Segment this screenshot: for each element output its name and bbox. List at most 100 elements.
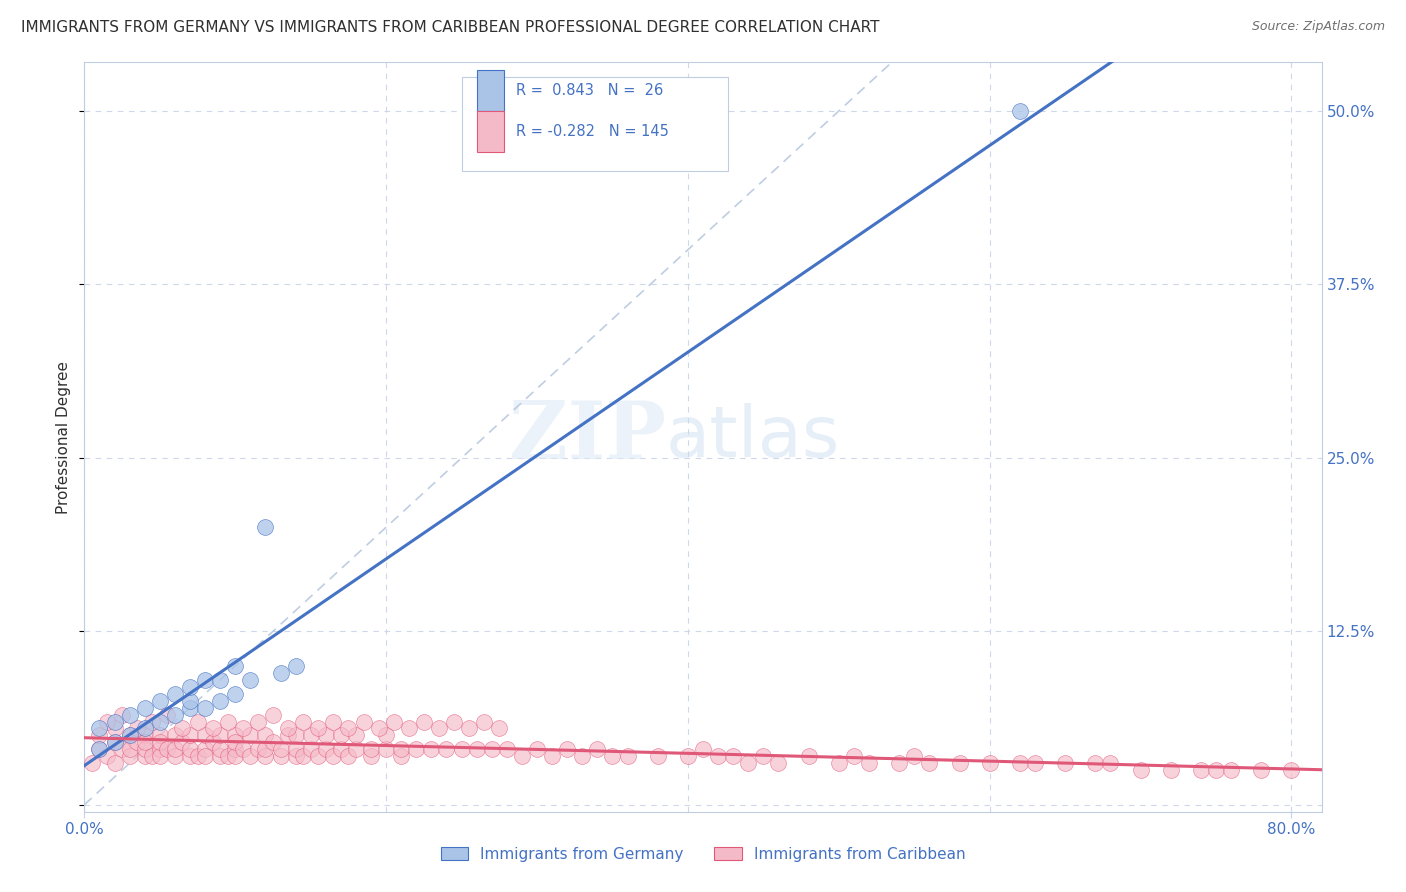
Point	[134, 728, 156, 742]
Point	[194, 742, 217, 756]
Point	[427, 722, 450, 736]
Point	[103, 735, 125, 749]
Point	[299, 728, 322, 742]
Point	[111, 707, 134, 722]
Point	[224, 742, 246, 756]
Point	[367, 722, 389, 736]
Point	[752, 749, 775, 764]
Point	[141, 749, 163, 764]
Point	[163, 707, 186, 722]
Point	[375, 742, 398, 756]
Point	[360, 742, 382, 756]
Point	[194, 700, 217, 714]
Point	[889, 756, 911, 771]
Point	[1220, 763, 1243, 777]
Legend: Immigrants from Germany, Immigrants from Caribbean: Immigrants from Germany, Immigrants from…	[434, 840, 972, 868]
Point	[239, 673, 262, 687]
Point	[586, 742, 609, 756]
Point	[1099, 756, 1122, 771]
Point	[134, 735, 156, 749]
Point	[254, 742, 277, 756]
Point	[1054, 756, 1077, 771]
Point	[322, 714, 344, 729]
Point	[254, 520, 277, 534]
Point	[209, 694, 232, 708]
Point	[284, 742, 307, 756]
Point	[948, 756, 970, 771]
Point	[194, 749, 217, 764]
Point	[284, 749, 307, 764]
Point	[692, 742, 714, 756]
Point	[412, 714, 434, 729]
Point	[134, 742, 156, 756]
Point	[179, 742, 201, 756]
Point	[541, 749, 564, 764]
Point	[292, 714, 315, 729]
Point	[337, 749, 360, 764]
Point	[389, 749, 412, 764]
Point	[224, 735, 246, 749]
FancyBboxPatch shape	[461, 78, 728, 171]
Text: ZIP: ZIP	[509, 398, 666, 476]
Point	[224, 659, 246, 673]
Point	[526, 742, 548, 756]
Point	[186, 749, 208, 764]
Point	[270, 665, 292, 680]
Point	[329, 728, 352, 742]
Point	[118, 749, 141, 764]
Point	[979, 756, 1001, 771]
Point	[322, 749, 344, 764]
Point	[707, 749, 730, 764]
Point	[163, 742, 186, 756]
Point	[254, 749, 277, 764]
Point	[232, 722, 254, 736]
Point	[481, 742, 503, 756]
Point	[398, 722, 420, 736]
Point	[179, 700, 201, 714]
Point	[676, 749, 699, 764]
Point	[209, 749, 232, 764]
Point	[828, 756, 851, 771]
Point	[163, 728, 186, 742]
Point	[103, 722, 125, 736]
Point	[149, 735, 172, 749]
Point	[103, 756, 125, 771]
Point	[118, 742, 141, 756]
Point	[1205, 763, 1227, 777]
Point	[307, 722, 329, 736]
Point	[329, 742, 352, 756]
Text: Source: ZipAtlas.com: Source: ZipAtlas.com	[1251, 20, 1385, 33]
Point	[209, 728, 232, 742]
Point	[555, 742, 578, 756]
Point	[458, 722, 481, 736]
Point	[172, 735, 194, 749]
Point	[254, 728, 277, 742]
Point	[1008, 103, 1031, 118]
FancyBboxPatch shape	[477, 70, 503, 112]
Point	[571, 749, 593, 764]
Point	[179, 694, 201, 708]
Point	[179, 680, 201, 694]
Point	[127, 735, 149, 749]
Point	[96, 749, 118, 764]
Point	[270, 742, 292, 756]
Point	[1160, 763, 1182, 777]
Point	[858, 756, 880, 771]
Point	[315, 728, 337, 742]
FancyBboxPatch shape	[477, 112, 503, 153]
Point	[179, 749, 201, 764]
Point	[420, 742, 443, 756]
Point	[156, 742, 179, 756]
Point	[797, 749, 820, 764]
Point	[495, 742, 517, 756]
Point	[209, 673, 232, 687]
Point	[239, 749, 262, 764]
Point	[118, 728, 141, 742]
Point	[141, 714, 163, 729]
Point	[284, 728, 307, 742]
Point	[89, 742, 111, 756]
Point	[360, 749, 382, 764]
Point	[149, 742, 172, 756]
Point	[89, 728, 111, 742]
Point	[163, 687, 186, 701]
